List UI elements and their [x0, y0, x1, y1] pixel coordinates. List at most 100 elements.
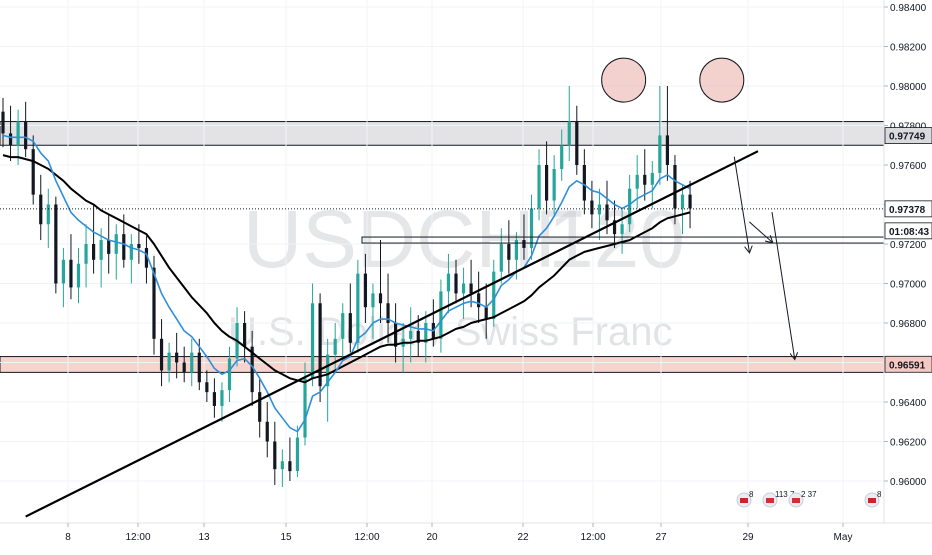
- candle-body[interactable]: [114, 234, 118, 254]
- candle-body[interactable]: [582, 165, 586, 201]
- candle-body[interactable]: [378, 293, 383, 304]
- candle-body[interactable]: [590, 200, 594, 215]
- candle-body[interactable]: [212, 392, 216, 406]
- candle-body[interactable]: [454, 273, 458, 294]
- candle-body[interactable]: [107, 240, 111, 254]
- candle-body[interactable]: [499, 244, 503, 272]
- candle-body[interactable]: [1, 111, 5, 134]
- candle-body[interactable]: [529, 208, 534, 248]
- ascending-trendline[interactable]: [25, 150, 759, 518]
- candle-body[interactable]: [273, 441, 277, 470]
- ema-fast-line[interactable]: [2, 134, 691, 433]
- projection-arrow[interactable]: [749, 221, 772, 242]
- candle-body[interactable]: [243, 323, 247, 347]
- candle-body[interactable]: [597, 204, 602, 215]
- candle-body[interactable]: [99, 240, 103, 260]
- event-badge[interactable]: 2 37: [788, 490, 817, 508]
- candle-body[interactable]: [341, 313, 345, 339]
- candle-body[interactable]: [620, 224, 624, 235]
- candle-body[interactable]: [492, 271, 496, 320]
- candle-body[interactable]: [628, 188, 632, 225]
- candle-body[interactable]: [159, 338, 164, 371]
- candle-body[interactable]: [363, 273, 367, 308]
- candle-body[interactable]: [265, 421, 269, 442]
- price-axis[interactable]: [885, 0, 932, 523]
- candle-body[interactable]: [658, 135, 662, 173]
- candle-body[interactable]: [39, 194, 43, 225]
- candle-body[interactable]: [84, 244, 88, 264]
- candle-body[interactable]: [182, 362, 186, 373]
- candle-body[interactable]: [190, 352, 194, 373]
- candle-body[interactable]: [537, 165, 541, 209]
- candle-body[interactable]: [612, 220, 617, 235]
- candle-body[interactable]: [144, 247, 149, 268]
- candle-body[interactable]: [220, 390, 224, 406]
- candle-body[interactable]: [446, 273, 451, 292]
- candle-body[interactable]: [76, 263, 81, 288]
- candle-body[interactable]: [197, 352, 201, 383]
- candle-body[interactable]: [461, 283, 466, 294]
- candle-body[interactable]: [152, 267, 156, 339]
- candle-body[interactable]: [16, 121, 20, 146]
- candle-body[interactable]: [295, 437, 300, 472]
- candle-body[interactable]: [8, 133, 13, 146]
- candle-body[interactable]: [227, 358, 232, 391]
- candle-body[interactable]: [46, 204, 50, 225]
- candle-body[interactable]: [310, 303, 315, 379]
- candle-body[interactable]: [567, 121, 571, 146]
- candle-body[interactable]: [250, 346, 254, 393]
- candle-body[interactable]: [258, 392, 262, 422]
- candle-body[interactable]: [61, 259, 65, 284]
- candle-body[interactable]: [605, 204, 609, 221]
- candle-body[interactable]: [69, 259, 73, 288]
- candle-body[interactable]: [560, 145, 564, 169]
- candle-body[interactable]: [386, 303, 390, 323]
- support-zone[interactable]: [0, 356, 885, 373]
- candle-body[interactable]: [680, 194, 685, 209]
- candle-body[interactable]: [129, 244, 133, 260]
- candle-body[interactable]: [394, 323, 398, 347]
- candle-body[interactable]: [137, 244, 141, 248]
- candle-body[interactable]: [416, 330, 420, 343]
- candle-body[interactable]: [371, 293, 375, 308]
- candle-body[interactable]: [650, 172, 654, 185]
- candle-body[interactable]: [348, 313, 352, 343]
- candle-body[interactable]: [575, 121, 579, 165]
- candle-body[interactable]: [673, 165, 677, 209]
- candle-body[interactable]: [175, 352, 179, 363]
- candle-body[interactable]: [522, 240, 526, 248]
- candle-body[interactable]: [92, 244, 96, 260]
- candle-body[interactable]: [205, 382, 209, 393]
- candle-body[interactable]: [514, 240, 518, 260]
- double-top-marker[interactable]: [601, 57, 647, 103]
- candle-body[interactable]: [318, 303, 322, 387]
- double-top-marker[interactable]: [699, 57, 745, 103]
- candle-body[interactable]: [643, 174, 647, 185]
- candle-body[interactable]: [167, 352, 171, 371]
- candle-body[interactable]: [665, 135, 669, 165]
- candle-body[interactable]: [635, 174, 639, 189]
- candle-body[interactable]: [31, 149, 35, 195]
- ema-slow-line[interactable]: [2, 154, 691, 384]
- candle-body[interactable]: [424, 323, 428, 343]
- candle-body[interactable]: [122, 234, 126, 260]
- candle-body[interactable]: [24, 121, 28, 150]
- candle-body[interactable]: [439, 291, 443, 339]
- candle-body[interactable]: [326, 354, 330, 387]
- candle-body[interactable]: [484, 307, 488, 320]
- candle-body[interactable]: [280, 461, 284, 470]
- candle-body[interactable]: [469, 283, 473, 294]
- candle-body[interactable]: [288, 461, 292, 472]
- candle-body[interactable]: [303, 378, 307, 438]
- projection-arrow[interactable]: [733, 156, 749, 252]
- candle-body[interactable]: [545, 165, 549, 201]
- event-badge[interactable]: 8: [736, 490, 754, 508]
- event-badge[interactable]: 8: [864, 490, 882, 508]
- candle-body[interactable]: [356, 273, 360, 343]
- candle-body[interactable]: [409, 330, 413, 339]
- candle-body[interactable]: [688, 194, 692, 209]
- candle-body[interactable]: [333, 338, 337, 355]
- projection-arrow[interactable]: [771, 211, 795, 359]
- event-badge[interactable]: 113 7: [762, 490, 795, 508]
